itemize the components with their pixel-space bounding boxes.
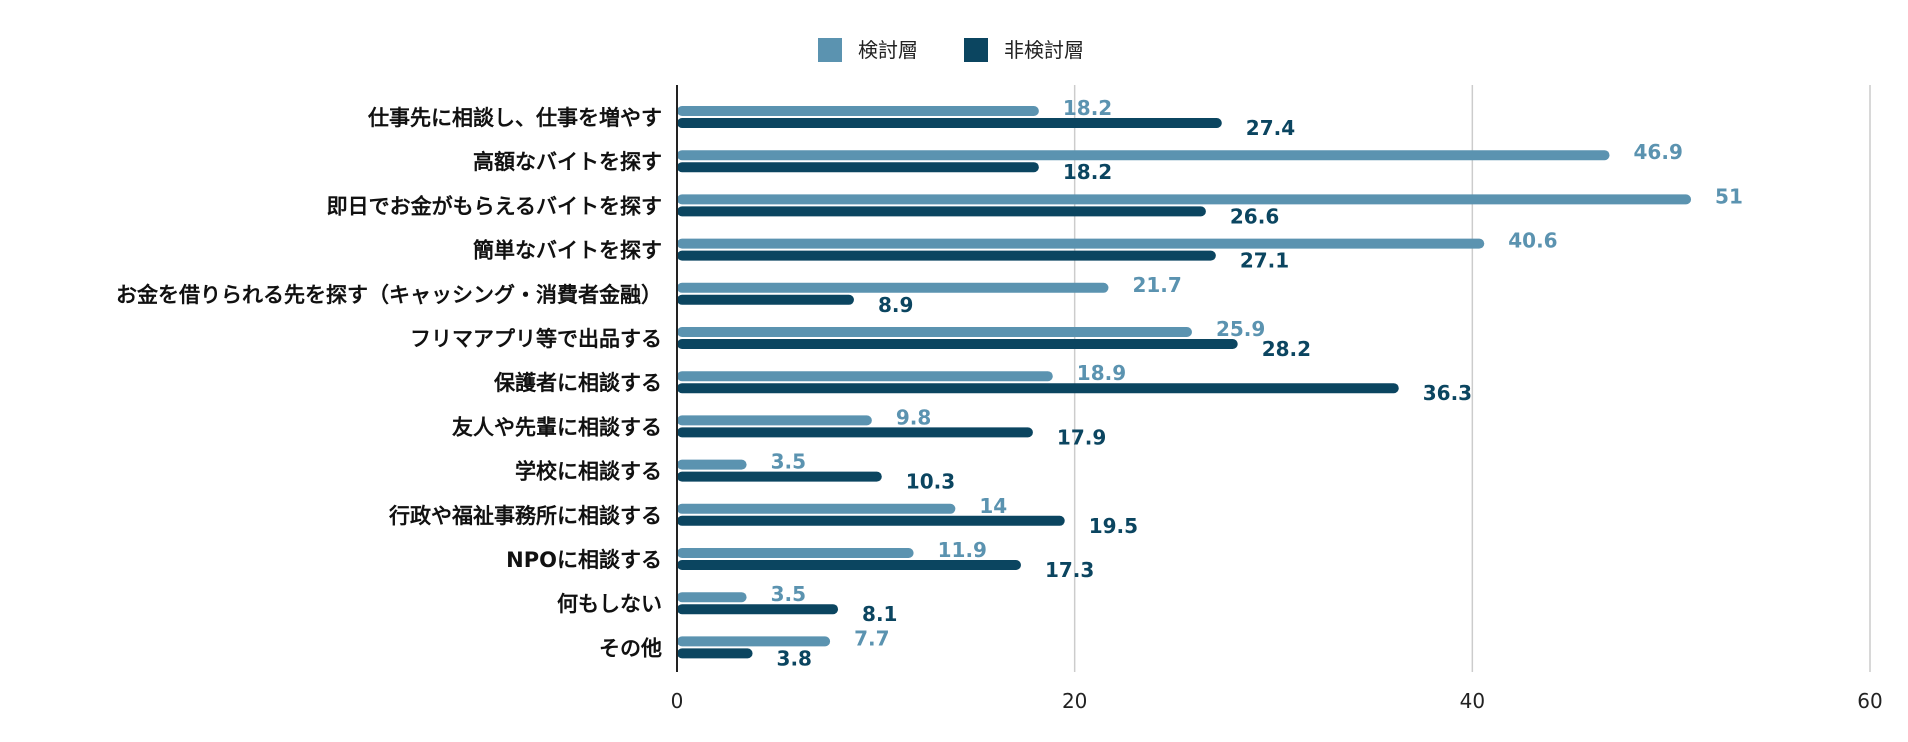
category-label: 即日でお金がもらえるバイトを探す bbox=[327, 194, 662, 218]
legend-swatch bbox=[964, 38, 988, 62]
bar-series2 bbox=[677, 383, 1399, 394]
bar-series1 bbox=[677, 238, 1485, 249]
bar-series2 bbox=[677, 648, 753, 659]
x-axis-tick-labels: 0 20 40 60 bbox=[671, 689, 1883, 713]
bar-series2 bbox=[677, 427, 1033, 438]
value-labels: 18.2 27.4 46.9 18.2 51 26.6 40.6 27.1 21.7 8.9 25.… bbox=[771, 96, 1743, 670]
bar-series1 bbox=[677, 194, 1692, 205]
category-label: 行政や福祉事務所に相談する bbox=[388, 504, 662, 528]
legend: 検討層 非検討層 bbox=[818, 38, 1084, 62]
data-label: 17.9 bbox=[1057, 425, 1106, 449]
bar-series1 bbox=[677, 327, 1192, 337]
legend-label: 検討層 bbox=[858, 38, 918, 62]
bar-series2 bbox=[677, 250, 1216, 261]
data-label: 11.9 bbox=[938, 538, 987, 562]
data-label: 18.2 bbox=[1063, 96, 1112, 120]
data-label: 10.3 bbox=[906, 470, 955, 494]
category-label: 簡単なバイトを探す bbox=[473, 239, 662, 263]
bar-series1 bbox=[677, 592, 747, 603]
bar-series2 bbox=[677, 162, 1039, 173]
bar-series2 bbox=[677, 294, 854, 305]
bar-series1 bbox=[677, 106, 1039, 116]
data-label: 26.6 bbox=[1230, 204, 1279, 228]
data-label: 8.1 bbox=[862, 602, 897, 626]
data-label: 25.9 bbox=[1216, 317, 1265, 341]
data-label: 14 bbox=[979, 494, 1007, 518]
x-tick-label: 0 bbox=[671, 689, 684, 713]
category-label: 友人や先輩に相談する bbox=[452, 415, 662, 439]
data-label: 18.9 bbox=[1077, 361, 1126, 385]
data-label: 46.9 bbox=[1634, 140, 1683, 164]
category-label: 高額なバイトを探す bbox=[473, 150, 662, 174]
data-label: 51 bbox=[1715, 184, 1743, 208]
x-tick-label: 20 bbox=[1062, 689, 1087, 713]
bar-series2 bbox=[677, 206, 1206, 217]
bar-series2 bbox=[677, 515, 1065, 526]
grid-lines bbox=[1073, 85, 1871, 672]
category-label: その他 bbox=[599, 636, 662, 660]
category-label: NPOに相談する bbox=[506, 548, 662, 572]
category-label: 仕事先に相談し、仕事を増やす bbox=[367, 106, 662, 130]
data-label: 27.1 bbox=[1240, 249, 1289, 273]
bar-series1 bbox=[677, 415, 872, 426]
bar-series2 bbox=[677, 471, 882, 482]
bar-series1 bbox=[677, 548, 914, 558]
data-label: 40.6 bbox=[1508, 229, 1557, 253]
x-tick-label: 60 bbox=[1857, 689, 1882, 713]
data-label: 8.9 bbox=[878, 293, 913, 317]
category-label: 何もしない bbox=[557, 592, 662, 616]
bar-series1 bbox=[677, 503, 956, 514]
legend-label: 非検討層 bbox=[1004, 38, 1084, 62]
data-label: 3.5 bbox=[771, 582, 806, 606]
data-label: 18.2 bbox=[1063, 160, 1112, 184]
legend-swatch bbox=[818, 38, 842, 62]
category-label: 学校に相談する bbox=[515, 460, 662, 484]
category-label: お金を借りられる先を探す（キャッシング・消費者金融） bbox=[116, 283, 662, 307]
data-label: 19.5 bbox=[1089, 514, 1138, 538]
category-label: フリマアプリ等で出品する bbox=[410, 327, 662, 351]
bar-series1 bbox=[677, 459, 747, 470]
data-label: 21.7 bbox=[1132, 273, 1181, 297]
category-label: 保護者に相談する bbox=[493, 371, 662, 395]
data-label: 36.3 bbox=[1423, 381, 1472, 405]
bar-series2 bbox=[677, 560, 1021, 570]
bar-series2 bbox=[677, 604, 839, 615]
bar-series2 bbox=[677, 118, 1222, 128]
data-label: 27.4 bbox=[1246, 116, 1295, 140]
data-label: 7.7 bbox=[854, 626, 889, 650]
bar-series1 bbox=[677, 371, 1053, 382]
data-label: 17.3 bbox=[1045, 558, 1094, 582]
data-label: 3.5 bbox=[771, 450, 806, 474]
data-label: 28.2 bbox=[1262, 337, 1311, 361]
data-label: 3.8 bbox=[777, 646, 812, 670]
data-label: 9.8 bbox=[896, 405, 931, 429]
x-tick-label: 40 bbox=[1460, 689, 1485, 713]
bar-series1 bbox=[677, 636, 831, 647]
bar-series2 bbox=[677, 339, 1238, 349]
category-labels: 仕事先に相談し、仕事を増やす高額なバイトを探す即日でお金がもらえるバイトを探す簡… bbox=[116, 106, 662, 660]
bar-series1 bbox=[677, 150, 1610, 161]
bar-series1 bbox=[677, 282, 1109, 293]
bars bbox=[677, 106, 1692, 659]
